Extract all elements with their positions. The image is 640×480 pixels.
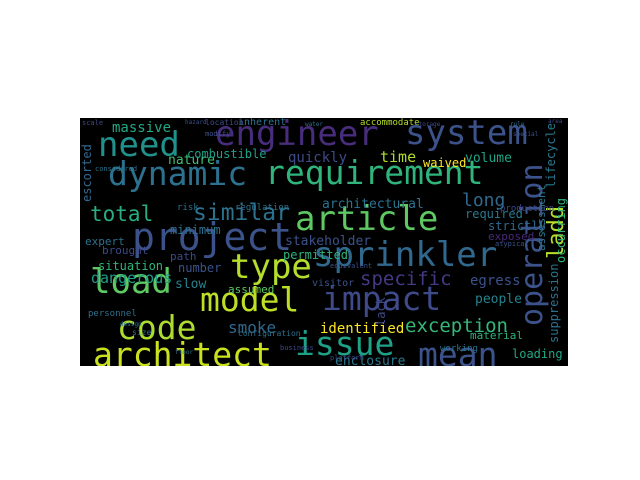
word-40: slow <box>175 277 206 292</box>
word-54: visitor <box>312 278 354 289</box>
word-47: people <box>475 292 522 307</box>
word-67: working <box>440 344 478 354</box>
word-27: occurring <box>554 198 568 263</box>
word-57: brought <box>102 244 148 257</box>
word-55: permitted <box>283 248 348 262</box>
word-25: long <box>462 190 505 211</box>
word-53: path <box>170 250 197 263</box>
word-28: escorted <box>80 144 94 202</box>
word-23: time <box>380 148 416 166</box>
word-20: exception <box>405 315 508 337</box>
word-21: massive <box>112 120 171 136</box>
word-0: engineer <box>215 118 379 154</box>
word-62: inherent <box>238 118 286 128</box>
word-82: hazard <box>185 119 207 126</box>
word-17: mean <box>418 335 497 366</box>
word-58: personnel <box>88 309 137 319</box>
word-43: enclosure <box>335 354 406 366</box>
word-24: volume <box>465 151 512 166</box>
word-83: rule <box>510 121 525 128</box>
word-13: impact <box>322 279 441 318</box>
word-68: configuration <box>238 329 301 338</box>
word-36: exposed <box>488 230 534 243</box>
word-8: similar <box>193 200 290 226</box>
word-65: modify <box>205 130 230 138</box>
word-80: floor <box>175 349 193 356</box>
word-18: operation <box>515 163 550 326</box>
word-50: situation <box>98 259 163 273</box>
word-6: article <box>295 199 438 239</box>
word-45: suppression <box>547 264 561 343</box>
word-34: required <box>465 207 523 221</box>
word-33: stakeholder <box>285 234 371 249</box>
word-16: issue <box>295 324 394 363</box>
word-15: architect <box>93 335 272 366</box>
word-49: lack <box>374 296 388 326</box>
word-81: area <box>548 118 563 125</box>
word-74: equivalent <box>330 262 372 270</box>
word-61: regulation <box>235 203 289 213</box>
word-cloud-panel: engineer system need dynamic requirement proj… <box>80 118 568 366</box>
word-46: assessment <box>535 185 548 251</box>
word-35: strictly <box>488 219 546 233</box>
word-14: code <box>117 308 196 347</box>
word-19: ladd <box>544 206 568 259</box>
word-66: production <box>500 204 554 214</box>
word-42: identified <box>320 321 404 337</box>
word-63: location <box>205 118 244 127</box>
word-11: type <box>230 247 312 287</box>
word-37: specific <box>360 268 452 290</box>
word-5: project <box>132 215 292 259</box>
word-29: nature <box>168 153 215 168</box>
word-48: material <box>470 329 523 342</box>
word-73: considered <box>95 165 137 173</box>
word-30: combustible <box>187 147 266 161</box>
word-59: assumed <box>228 283 274 296</box>
word-75: scale <box>82 119 103 127</box>
word-44: loading <box>512 347 563 361</box>
word-69: atypical <box>495 240 529 248</box>
word-72: business <box>280 344 314 352</box>
word-7: total <box>90 202 153 226</box>
word-56: minimum <box>170 223 221 237</box>
word-12: model <box>200 280 299 319</box>
word-1: system <box>405 118 528 153</box>
word-10: load <box>90 262 172 302</box>
word-3: dynamic <box>108 154 247 193</box>
word-71: platform <box>330 354 364 362</box>
word-51: number <box>178 261 221 275</box>
word-32: architectural <box>322 197 424 212</box>
word-4: requirement <box>265 153 484 192</box>
word-64: accommodate <box>360 118 420 128</box>
word-31: waived <box>423 156 466 170</box>
word-77: storage <box>415 121 441 128</box>
word-52: expert <box>85 235 125 248</box>
word-9: sprinkler <box>313 235 497 275</box>
word-2: need <box>98 125 180 165</box>
word-78: water <box>305 121 323 128</box>
word-22: quickly <box>288 150 347 166</box>
word-79: special <box>513 131 539 138</box>
word-38: egress <box>470 273 521 289</box>
word-60: risk <box>177 203 199 213</box>
word-39: dangerous <box>91 269 172 287</box>
word-70: size <box>132 328 151 337</box>
word-76: design <box>120 321 142 328</box>
word-26: lifecycle <box>544 123 558 188</box>
word-41: smoke <box>228 318 276 337</box>
